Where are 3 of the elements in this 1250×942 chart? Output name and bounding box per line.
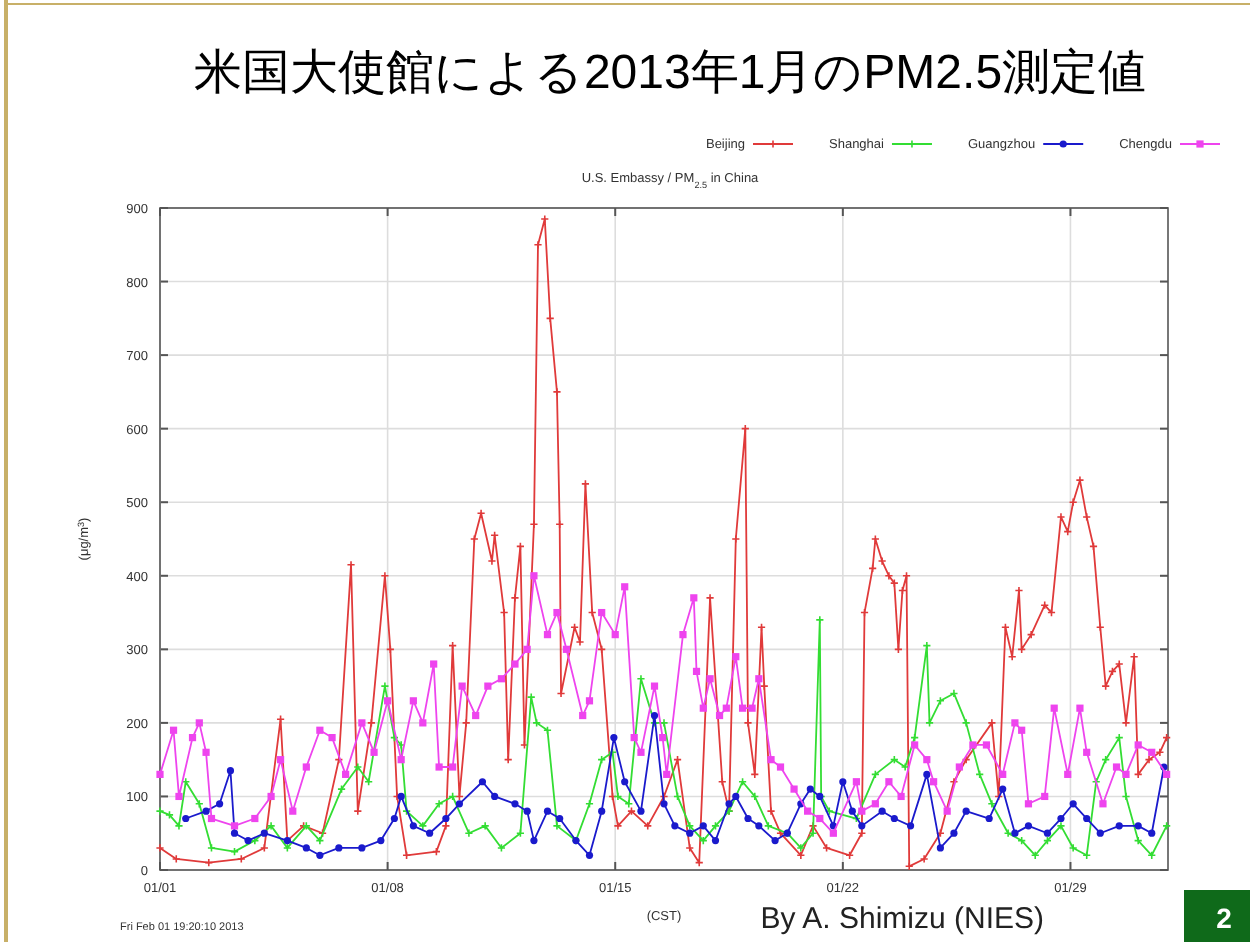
text: By A. Shimizu (NIES) xyxy=(760,902,1045,936)
text: 2 xyxy=(1216,902,1233,934)
chart-title: 米国大使館による2013年1月のPM2.5測定値 xyxy=(193,46,1147,100)
